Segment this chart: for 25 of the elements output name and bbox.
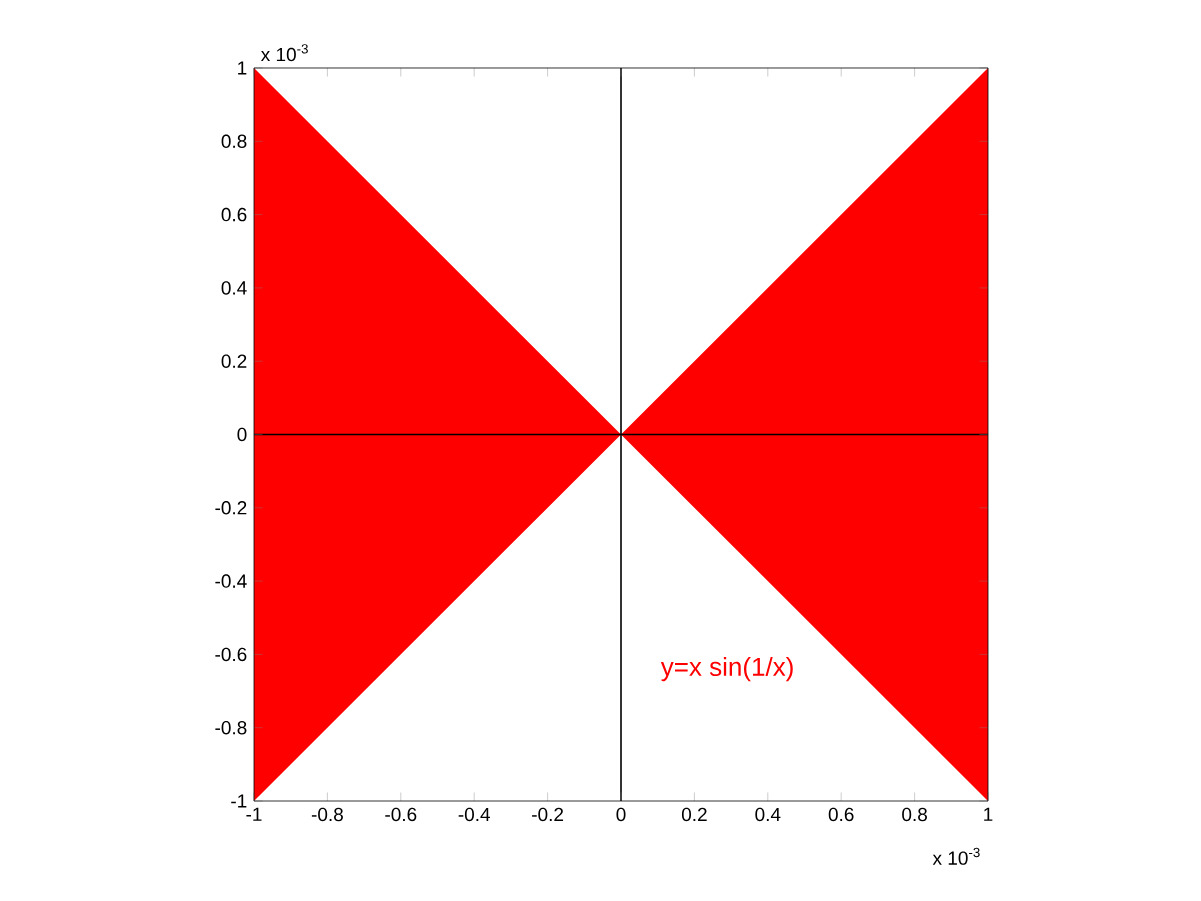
x-tick-label: -1 — [246, 807, 262, 821]
y-tick-label: -0.6 — [215, 647, 247, 662]
y-tick-label: -0.2 — [215, 501, 247, 515]
x-tick-label: -0.2 — [532, 807, 564, 822]
x-tick-label: 0.6 — [828, 807, 854, 822]
x-tick-label: -0.6 — [385, 807, 417, 822]
text: x 10$^{-3}$ — [932, 847, 980, 865]
y-tick-label: 0.8 — [221, 134, 247, 149]
y-tick-label: 0.6 — [221, 207, 247, 222]
text: x 10$^{-3}$ — [260, 44, 308, 62]
y-tick-label: -0.4 — [215, 574, 247, 588]
x-tick-label: 1 — [984, 807, 993, 821]
x-tick-label: 0.2 — [681, 807, 707, 822]
y-tick-label: 0 — [237, 427, 247, 442]
y-tick-label: 0.4 — [221, 281, 247, 295]
x-tick-label: 0.4 — [755, 807, 781, 822]
y-tick-label: -1 — [231, 794, 247, 808]
x-tick-label: -0.4 — [458, 807, 491, 822]
text: y=x sin(1/x) — [660, 656, 793, 682]
x-tick-label: 0 — [616, 807, 626, 822]
y-tick-label: 0.2 — [221, 354, 247, 368]
x-tick-label: -0.8 — [311, 807, 343, 822]
y-tick-label: -0.8 — [215, 720, 247, 735]
x-tick-label: 0.8 — [902, 807, 927, 822]
y-tick-label: 1 — [238, 61, 247, 75]
